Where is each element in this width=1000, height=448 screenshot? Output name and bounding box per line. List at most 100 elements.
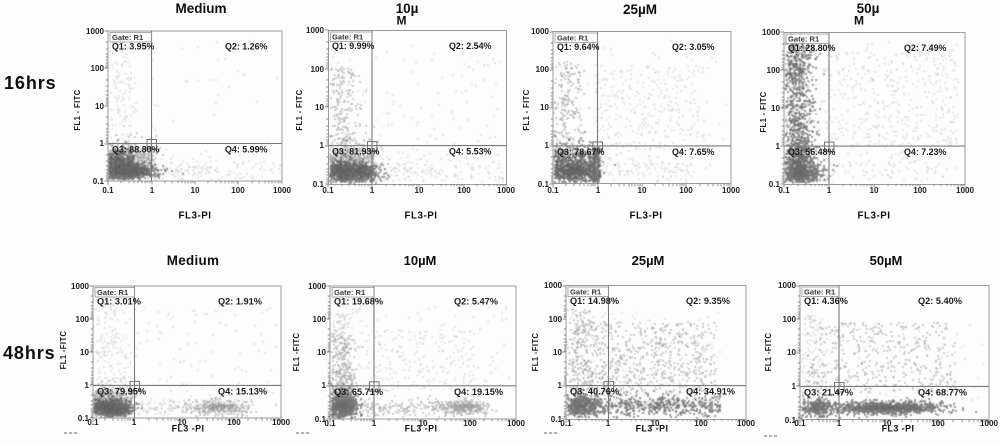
svg-text:FL3 -PI: FL3 -PI (636, 424, 669, 434)
svg-text:100: 100 (75, 315, 89, 324)
svg-text:1000: 1000 (507, 419, 526, 428)
svg-text:10: 10 (540, 103, 550, 112)
svg-text:Gate: R1: Gate: R1 (97, 288, 129, 297)
svg-text:100: 100 (931, 419, 945, 428)
svg-text:0.1: 0.1 (785, 416, 797, 425)
svg-text:1000: 1000 (306, 26, 325, 35)
svg-text:Q3: 40.76%: Q3: 40.76% (570, 387, 619, 397)
svg-text:1: 1 (837, 419, 842, 428)
svg-text:Q1: 4.36%: Q1: 4.36% (804, 296, 848, 306)
svg-text:Q4: 15.13%: Q4: 15.13% (218, 386, 267, 396)
svg-text:FL1 - FITC: FL1 - FITC (295, 89, 304, 130)
svg-text:1000: 1000 (722, 186, 741, 195)
svg-text:Q3: 21.47%: Q3: 21.47% (804, 387, 853, 397)
svg-text:FL3-PI: FL3-PI (405, 211, 438, 222)
svg-text:10: 10 (317, 348, 327, 357)
svg-text:100: 100 (679, 186, 693, 195)
svg-text:10: 10 (650, 419, 660, 428)
svg-text:Gate: R1: Gate: R1 (332, 33, 364, 42)
svg-text:10µM: 10µM (404, 253, 437, 268)
svg-text:1: 1 (606, 419, 611, 428)
svg-text:Q2: 3.05%: Q2: 3.05% (672, 42, 715, 52)
svg-text:Gate: R1: Gate: R1 (570, 288, 602, 297)
svg-text:Q3: 78.67%: Q3: 78.67% (557, 147, 604, 157)
svg-text:10µ: 10µ (396, 1, 419, 16)
svg-text:Q4: 34.91%: Q4: 34.91% (686, 387, 735, 397)
svg-text:100: 100 (231, 186, 245, 195)
svg-text:FL3-PI: FL3-PI (858, 211, 891, 222)
svg-text:10: 10 (315, 103, 325, 112)
svg-text:1000: 1000 (956, 186, 975, 195)
svg-text:100: 100 (312, 315, 326, 324)
svg-text:1000: 1000 (980, 419, 999, 428)
svg-text:0.1: 0.1 (794, 419, 806, 428)
svg-text:10: 10 (418, 419, 428, 428)
svg-text:1: 1 (372, 419, 377, 428)
svg-text:1: 1 (596, 186, 601, 195)
svg-text:FL1 -FITC: FL1 -FITC (764, 333, 773, 372)
svg-text:48hrs: 48hrs (3, 343, 56, 363)
svg-text:FL1 - FITC: FL1 - FITC (522, 89, 531, 130)
svg-text:10: 10 (771, 104, 781, 113)
svg-text:100: 100 (782, 315, 796, 324)
svg-text:10: 10 (80, 348, 90, 357)
svg-text:FL1 - FITC: FL1 - FITC (73, 89, 82, 130)
svg-text:1000: 1000 (544, 281, 563, 290)
svg-text:Q1: 9.99%: Q1: 9.99% (332, 41, 375, 51)
svg-text:FL3 -PI: FL3 -PI (882, 424, 915, 434)
svg-text:Q2: 2.54%: Q2: 2.54% (449, 41, 492, 51)
svg-text:1000: 1000 (497, 186, 516, 195)
svg-text:0.1: 0.1 (93, 177, 105, 186)
svg-text:FL3-PI: FL3-PI (179, 211, 212, 222)
svg-text:1: 1 (827, 186, 832, 195)
svg-text:1: 1 (557, 381, 562, 390)
svg-text:1000: 1000 (531, 27, 550, 36)
svg-text:0.1: 0.1 (547, 186, 559, 195)
svg-text:Q1: 9.64%: Q1: 9.64% (557, 42, 600, 52)
svg-text:Q4: 68.77%: Q4: 68.77% (918, 387, 967, 397)
svg-text:Q4: 7.65%: Q4: 7.65% (672, 147, 715, 157)
svg-text:10: 10 (637, 186, 647, 195)
svg-text:Gate: R1: Gate: R1 (788, 35, 820, 44)
svg-text:100: 100 (227, 418, 241, 427)
svg-text:0.1: 0.1 (102, 186, 114, 195)
svg-text:100: 100 (90, 64, 104, 73)
svg-text:100: 100 (548, 315, 562, 324)
svg-text:Q4: 7.23%: Q4: 7.23% (904, 147, 947, 157)
svg-text:Medium: Medium (167, 253, 219, 268)
svg-text:Gate: R1: Gate: R1 (334, 288, 366, 297)
svg-text:10: 10 (882, 419, 892, 428)
svg-text:Q2: 7.49%: Q2: 7.49% (904, 43, 947, 53)
svg-text:16hrs: 16hrs (4, 73, 57, 93)
svg-text:FL1 - FITC: FL1 - FITC (759, 91, 768, 132)
svg-text:FL1 -FITC: FL1 -FITC (292, 333, 301, 372)
svg-text:100: 100 (310, 65, 324, 74)
svg-text:FL3 -PI: FL3 -PI (405, 424, 438, 434)
svg-text:Q3: 65.71%: Q3: 65.71% (334, 387, 383, 397)
svg-text:1000: 1000 (737, 419, 756, 428)
svg-text:Q1: 28.80%: Q1: 28.80% (788, 43, 835, 53)
svg-text:1: 1 (99, 139, 104, 148)
svg-text:M: M (854, 14, 864, 28)
svg-text:Q1: 3.01%: Q1: 3.01% (97, 297, 141, 307)
svg-text:100: 100 (913, 186, 927, 195)
svg-text:1: 1 (775, 142, 780, 151)
svg-text:1: 1 (150, 186, 155, 195)
svg-text:Q3: 56.48%: Q3: 56.48% (788, 147, 835, 157)
svg-text:1: 1 (319, 141, 324, 150)
svg-text:10: 10 (869, 186, 879, 195)
svg-text:100: 100 (535, 65, 549, 74)
svg-text:Gate: R1: Gate: R1 (557, 34, 589, 43)
svg-text:1: 1 (321, 381, 326, 390)
svg-text:10: 10 (95, 102, 105, 111)
svg-text:Q2: 9.35%: Q2: 9.35% (686, 296, 730, 306)
svg-text:Q3: 79.95%: Q3: 79.95% (97, 386, 146, 396)
svg-text:10: 10 (414, 186, 424, 195)
svg-text:0.1: 0.1 (313, 180, 325, 189)
svg-text:25µM: 25µM (632, 253, 665, 268)
svg-text:Q2: 5.47%: Q2: 5.47% (454, 297, 498, 307)
svg-text:50µM: 50µM (870, 253, 903, 268)
svg-text:Q3: 88.80%: Q3: 88.80% (112, 145, 159, 155)
svg-text:Gate: R1: Gate: R1 (112, 33, 144, 42)
svg-text:Q4: 5.99%: Q4: 5.99% (225, 145, 268, 155)
